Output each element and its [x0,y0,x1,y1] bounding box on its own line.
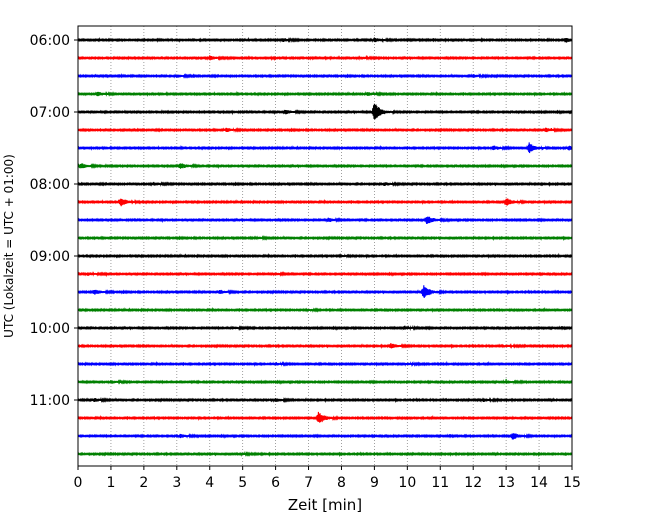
trace-1100 [77,397,573,404]
x-tick-label: 11 [431,475,449,491]
trace-1030 [77,360,573,368]
x-tick-label: 8 [337,475,346,491]
y-tick-label: 10:00 [30,321,70,337]
trace-0615 [77,54,573,62]
trace-0815 [77,198,573,207]
y-axis-label: UTC (Lokalzeit = UTC + 01:00) [2,154,16,338]
x-tick-label: 14 [530,475,548,491]
trace-0930 [77,285,573,298]
trace-0630 [77,73,573,79]
x-tick-label: 2 [139,475,148,491]
trace-0915 [77,271,573,278]
trace-1000 [77,325,573,332]
x-tick-label: 4 [205,475,214,491]
x-tick-label: 9 [370,475,379,491]
trace-1130 [77,433,573,440]
trace-1015 [77,343,573,350]
trace-0945 [77,306,573,313]
trace-0845 [77,234,573,242]
trace-1115 [77,411,573,423]
y-tick-label: 06:00 [30,33,70,49]
y-tick-label: 09:00 [30,249,70,265]
trace-0830 [77,216,573,224]
trace-0600 [77,36,573,44]
x-axis-label: Zeit [min] [288,496,362,514]
plot-frame [77,25,573,467]
x-tick-label: 13 [497,475,515,491]
trace-0715 [77,127,573,133]
x-tick-label: 3 [172,475,181,491]
y-tick-label: 07:00 [30,105,70,121]
x-axis-ticks: 0 1 2 3 4 5 6 7 8 9 10 11 12 13 14 15 [74,466,581,491]
x-tick-label: 6 [271,475,280,491]
x-tick-label: 1 [106,475,115,491]
grid [110,26,540,466]
x-tick-label: 7 [304,475,313,491]
x-tick-label: 5 [238,475,247,491]
x-tick-label: 0 [74,475,83,491]
trace-1045 [77,378,573,386]
x-tick-label: 15 [563,475,581,491]
y-tick-label: 11:00 [30,393,70,409]
trace-0800 [77,181,573,188]
x-tick-label: 12 [464,475,482,491]
trace-0900 [77,252,573,260]
trace-0700 [77,103,573,120]
traces [77,36,573,458]
x-tick-label: 10 [398,475,416,491]
trace-0645 [77,90,573,98]
y-axis-ticks: 06:00 07:00 08:00 09:00 10:00 11:00 [30,33,78,409]
trace-0730 [77,142,573,154]
trace-1145 [77,451,573,458]
trace-0745 [77,162,573,170]
y-tick-label: 08:00 [30,177,70,193]
